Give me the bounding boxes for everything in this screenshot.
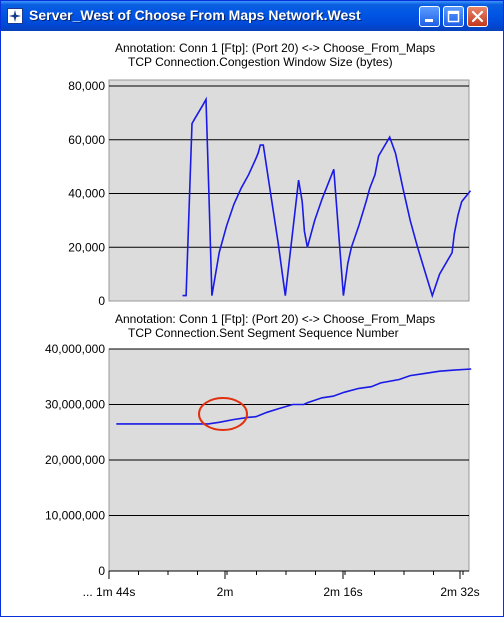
panel-2-series-line — [116, 368, 472, 425]
panel-2-grid — [109, 348, 469, 516]
panel-1-grid — [109, 85, 469, 248]
maximize-icon — [447, 10, 460, 23]
panel-2-y-axis: 0 10,000,000 20,000,000 30,000,000 40,000,00… — [45, 342, 105, 578]
opnet-star-icon — [7, 8, 23, 24]
panel-1-series-line — [182, 96, 472, 299]
panel-1-y-axis: 0 20,000 40,000 60,000 80,000 — [68, 79, 105, 308]
red-ellipse-highlight — [198, 397, 248, 431]
panel-2-y-tick-label: 30,000,000 — [45, 398, 105, 412]
panel-2-annotation: Annotation: Conn 1 [Ftp]: (Port 20) <-> … — [115, 312, 435, 326]
panel-1-y-tick-label: 20,000 — [68, 240, 105, 254]
close-icon — [471, 10, 484, 23]
maximize-button[interactable] — [443, 6, 464, 27]
panel-1-y-tick-label: 0 — [98, 294, 105, 308]
panel-2-stat-title: TCP Connection.Sent Segment Sequence Num… — [128, 326, 399, 340]
minimize-icon — [425, 19, 433, 22]
panel-1-annotation: Annotation: Conn 1 [Ftp]: (Port 20) <-> … — [115, 41, 435, 55]
panel-1-y-tick-label: 80,000 — [68, 79, 105, 93]
x-tick-label: ... 1m 44s — [83, 585, 136, 599]
panel-1-y-tick-label: 60,000 — [68, 133, 105, 147]
window-title: Server_West of Choose From Maps Network.… — [29, 7, 361, 23]
panel-2-y-tick-label: 10,000,000 — [45, 509, 105, 523]
panel-2-y-tick-label: 0 — [98, 564, 105, 578]
panel-2-y-tick-label: 40,000,000 — [45, 342, 105, 356]
x-tick-label: 2m 32s — [440, 585, 479, 599]
x-tick-label: 2m 16s — [323, 585, 362, 599]
panel-1-stat-title: TCP Connection.Congestion Window Size (b… — [128, 55, 393, 69]
close-button[interactable] — [467, 6, 488, 27]
minimize-button[interactable] — [419, 6, 440, 27]
graph-svg: Annotation: Conn 1 [Ftp]: (Port 20) <-> … — [45, 41, 480, 599]
x-tick-label: 2m — [217, 585, 234, 599]
panel-2-y-tick-label: 20,000,000 — [45, 453, 105, 467]
title-bar[interactable]: Server_West of Choose From Maps Network.… — [1, 1, 503, 31]
panel-1-y-tick-label: 40,000 — [68, 187, 105, 201]
x-axis: ... 1m 44s 2m 2m 16s 2m 32s — [83, 571, 480, 599]
graph-content: Annotation: Conn 1 [Ftp]: (Port 20) <-> … — [4, 31, 500, 613]
